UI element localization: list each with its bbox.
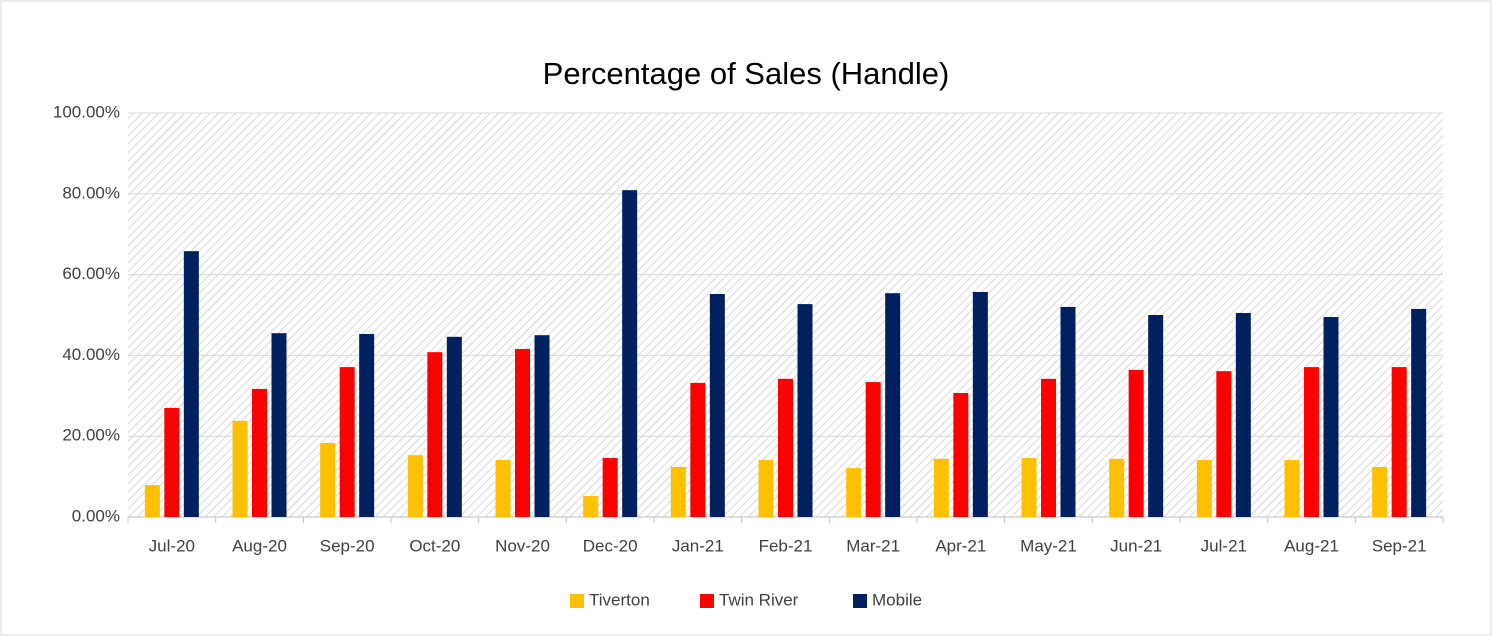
bar (534, 335, 550, 517)
legend-label: Tiverton (589, 590, 650, 609)
bar (252, 388, 267, 517)
bar (1021, 458, 1037, 517)
bar (583, 495, 599, 517)
x-tick-label: Mar-21 (846, 536, 900, 555)
x-tick-label: Nov-20 (495, 536, 550, 555)
bar (885, 293, 901, 517)
x-tick-label: Oct-20 (409, 536, 460, 555)
chart-title: Percentage of Sales (Handle) (543, 56, 950, 91)
y-tick-label: 60.00% (62, 264, 120, 283)
bar (797, 304, 813, 517)
bar (865, 382, 881, 517)
x-tick-label: Jul-20 (149, 536, 195, 555)
bar (1411, 308, 1427, 517)
x-tick-label: Apr-21 (935, 536, 986, 555)
x-tick-label: Dec-20 (583, 536, 638, 555)
legend-swatch (570, 594, 584, 608)
bar (1128, 369, 1144, 517)
bar (690, 382, 706, 517)
x-tick-label: Jun-21 (1110, 536, 1162, 555)
bar (495, 460, 511, 517)
x-tick-label: Jan-21 (672, 536, 724, 555)
bar (232, 420, 248, 517)
bar (1109, 458, 1125, 517)
x-tick-label: Sep-21 (1372, 536, 1427, 555)
bar (271, 333, 287, 517)
legend-swatch (700, 594, 714, 608)
y-tick-label: 80.00% (62, 183, 120, 202)
legend-label: Twin River (719, 590, 799, 609)
bar (1284, 460, 1300, 517)
bar (320, 443, 336, 517)
y-tick-label: 100.00% (53, 102, 120, 121)
y-tick-label: 20.00% (62, 426, 120, 445)
bar (953, 392, 969, 517)
bar (846, 468, 862, 517)
bar (1216, 371, 1232, 517)
x-tick-label: Sep-20 (320, 536, 375, 555)
bar (339, 367, 355, 517)
bar (515, 348, 530, 517)
bar (1323, 317, 1339, 517)
bar (709, 293, 725, 517)
y-tick-label: 40.00% (62, 345, 120, 364)
x-tick-label: Jul-21 (1201, 536, 1247, 555)
bar (1235, 312, 1251, 517)
bar (972, 291, 988, 517)
bar (183, 251, 199, 517)
bar (1060, 306, 1076, 517)
bar (407, 455, 423, 517)
bar (602, 458, 618, 517)
bar (1196, 460, 1212, 517)
bar (1304, 367, 1319, 517)
bar (144, 485, 160, 517)
x-tick-label: May-21 (1020, 536, 1077, 555)
x-tick-label: Aug-21 (1284, 536, 1339, 555)
bar (670, 466, 686, 517)
x-tick-label: Feb-21 (759, 536, 813, 555)
bar (427, 352, 443, 517)
bar (1148, 315, 1164, 517)
bar (1372, 466, 1388, 517)
x-tick-label: Aug-20 (232, 536, 287, 555)
legend-swatch (853, 594, 867, 608)
bar (1391, 367, 1407, 517)
bar (164, 407, 180, 517)
bar (622, 190, 638, 517)
bar (359, 333, 375, 517)
bar (758, 460, 774, 517)
legend-label: Mobile (872, 590, 922, 609)
bar (446, 336, 462, 517)
bar (933, 458, 949, 517)
bar (1041, 378, 1056, 517)
bar (778, 378, 793, 517)
y-tick-label: 0.00% (72, 506, 120, 525)
